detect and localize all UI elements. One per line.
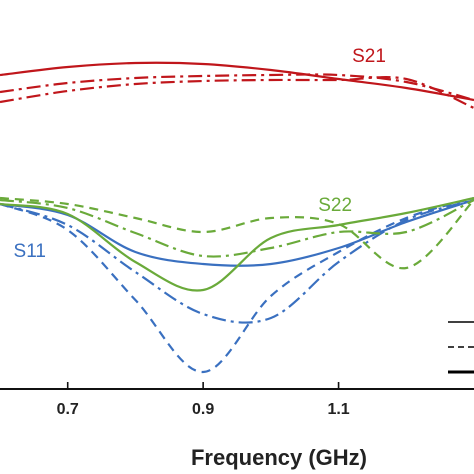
annotation-s21: S21 — [352, 46, 386, 67]
x-tick-label: 0.9 — [192, 401, 214, 418]
series-line-s21-dashdot-1 — [0, 73, 474, 102]
legend — [448, 321, 474, 374]
series-layer — [0, 61, 474, 374]
x-tick-label: 0.7 — [57, 401, 79, 418]
annotation-s22: S22 — [318, 195, 352, 216]
x-axis-label: Frequency (GHz) — [191, 445, 367, 470]
x-axis — [0, 382, 474, 390]
annotation-layer: S21 S22 S11 — [14, 46, 386, 262]
annotation-s11: S11 — [14, 241, 46, 262]
series-line-s21-dashdot-2 — [0, 76, 474, 110]
series-line-s22-dashdot-7 — [0, 198, 474, 258]
series-line-s11-dashdot-4 — [0, 198, 474, 324]
x-tick-label: 1.1 — [327, 401, 349, 418]
series-line-s11-dashed-5 — [0, 196, 474, 374]
series-line-s22-dashed-8 — [0, 196, 474, 270]
series-line-s21-solid-0 — [0, 61, 474, 102]
x-tick-labels: 0.7 0.9 1.1 — [57, 401, 350, 418]
series-line-s22-solid-6 — [0, 196, 474, 292]
